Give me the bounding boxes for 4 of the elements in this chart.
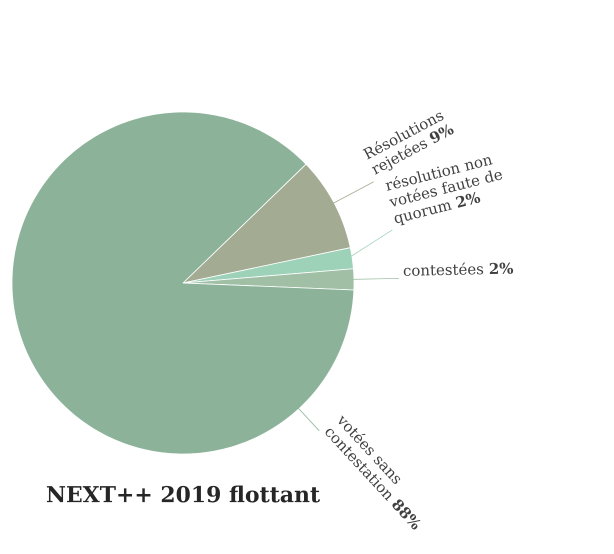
text: NEXT++ 2019 flottant (46, 486, 320, 502)
data-label: 2% (490, 262, 514, 274)
data-label: 2% (456, 192, 480, 208)
slice-label: contestées (404, 262, 484, 276)
